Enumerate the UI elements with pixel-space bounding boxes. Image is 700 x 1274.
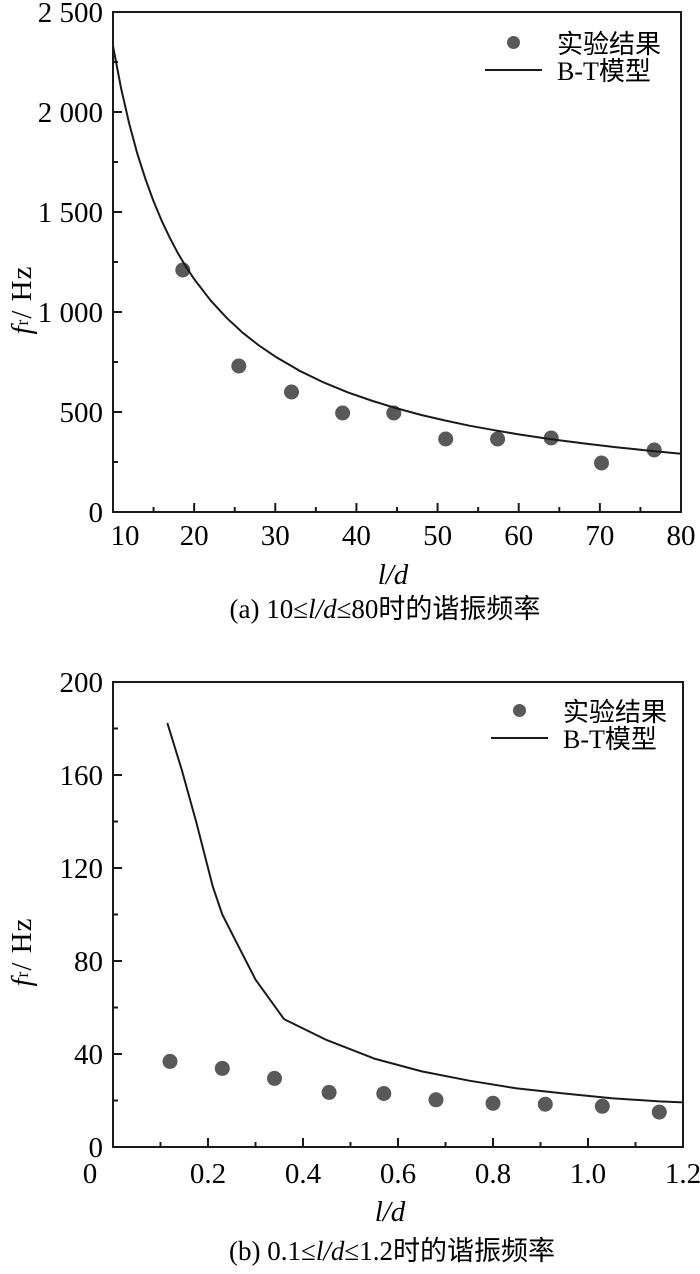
caption-suffix: ≤80时的谐振频率 (336, 594, 541, 624)
caption-variable: l/d (308, 594, 337, 624)
caption-prefix: (a) 10≤ (229, 594, 309, 624)
y-unit: / Hz (5, 265, 38, 319)
svg-text:1 500: 1 500 (38, 197, 103, 229)
svg-text:1 000: 1 000 (38, 297, 103, 329)
y-symbol: f (5, 977, 38, 987)
legend-item-model: B-T模型 (484, 56, 661, 86)
svg-text:2 000: 2 000 (38, 97, 103, 129)
marker-cell (490, 704, 548, 717)
marker-cell (490, 736, 548, 739)
marker-cell (484, 68, 542, 71)
svg-text:40: 40 (74, 1039, 103, 1071)
y-symbol-subscript: r (11, 318, 32, 326)
chart-a-x-axis-label: l/d (378, 561, 409, 590)
svg-text:30: 30 (261, 520, 290, 552)
svg-text:70: 70 (585, 520, 614, 552)
svg-text:0: 0 (83, 1158, 98, 1190)
caption-variable: l/d (315, 1236, 345, 1266)
svg-text:50: 50 (423, 520, 452, 552)
svg-text:0.6: 0.6 (380, 1158, 416, 1190)
experiment-dot-marker (512, 704, 526, 717)
svg-text:40: 40 (342, 520, 371, 552)
legend-item-experiment: 实验结果 (484, 29, 661, 59)
y-symbol: f (5, 325, 38, 335)
svg-text:0.4: 0.4 (285, 1158, 322, 1190)
experiment-dot-marker (506, 36, 520, 49)
svg-text:160: 160 (60, 760, 104, 792)
legend-label: 实验结果 (563, 698, 668, 727)
legend-item-model: B-T模型 (490, 724, 667, 754)
svg-text:0.8: 0.8 (475, 1158, 511, 1190)
svg-text:60: 60 (504, 520, 533, 552)
caption-suffix: ≤1.2时的谐振频率 (344, 1236, 555, 1266)
caption-a: (a) 10≤l/d≤80时的谐振频率 (230, 594, 541, 625)
svg-text:120: 120 (60, 853, 104, 885)
svg-text:80: 80 (667, 520, 696, 552)
y-unit: / Hz (5, 917, 38, 971)
caption-b: (b) 0.1≤l/d≤1.2时的谐振频率 (229, 1236, 555, 1267)
svg-text:20: 20 (180, 520, 209, 552)
legend-label: 实验结果 (557, 30, 662, 59)
svg-text:1.2: 1.2 (665, 1158, 700, 1190)
svg-text:1.0: 1.0 (570, 1158, 606, 1190)
svg-text:500: 500 (60, 397, 104, 429)
chart-b-legend: 实验结果 B-T模型 (490, 697, 667, 754)
svg-text:80: 80 (74, 946, 103, 978)
model-line-marker (484, 68, 542, 71)
y-symbol-subscript: r (11, 970, 32, 978)
svg-text:200: 200 (60, 667, 104, 699)
legend-label: B-T模型 (563, 725, 657, 754)
caption-prefix: (b) 0.1≤ (229, 1236, 316, 1266)
chart-b-x-axis-label: l/d (375, 1198, 406, 1227)
svg-text:2 500: 2 500 (38, 0, 103, 29)
svg-text:0.2: 0.2 (190, 1158, 226, 1190)
svg-text:0: 0 (89, 497, 104, 529)
chart-b-canvas: 0 0.2 0.4 0.6 0.8 1.0 1.2 0 40 80 120 160 200 (60, 667, 700, 1190)
legend-label: B-T模型 (557, 57, 651, 86)
chart-a-canvas: 10 20 30 40 50 60 70 80 0 500 1 000 1 500 2 000 2 500 (38, 0, 696, 552)
marker-cell (484, 36, 542, 49)
svg-text:10: 10 (111, 520, 140, 552)
x-axis-label-text: l/d (374, 1196, 406, 1228)
chart-a-legend: 实验结果 B-T模型 (484, 29, 661, 86)
legend-item-experiment: 实验结果 (490, 697, 667, 727)
svg-text:0: 0 (89, 1132, 104, 1164)
x-axis-label-text: l/d (377, 559, 409, 591)
model-line-marker (490, 736, 548, 739)
